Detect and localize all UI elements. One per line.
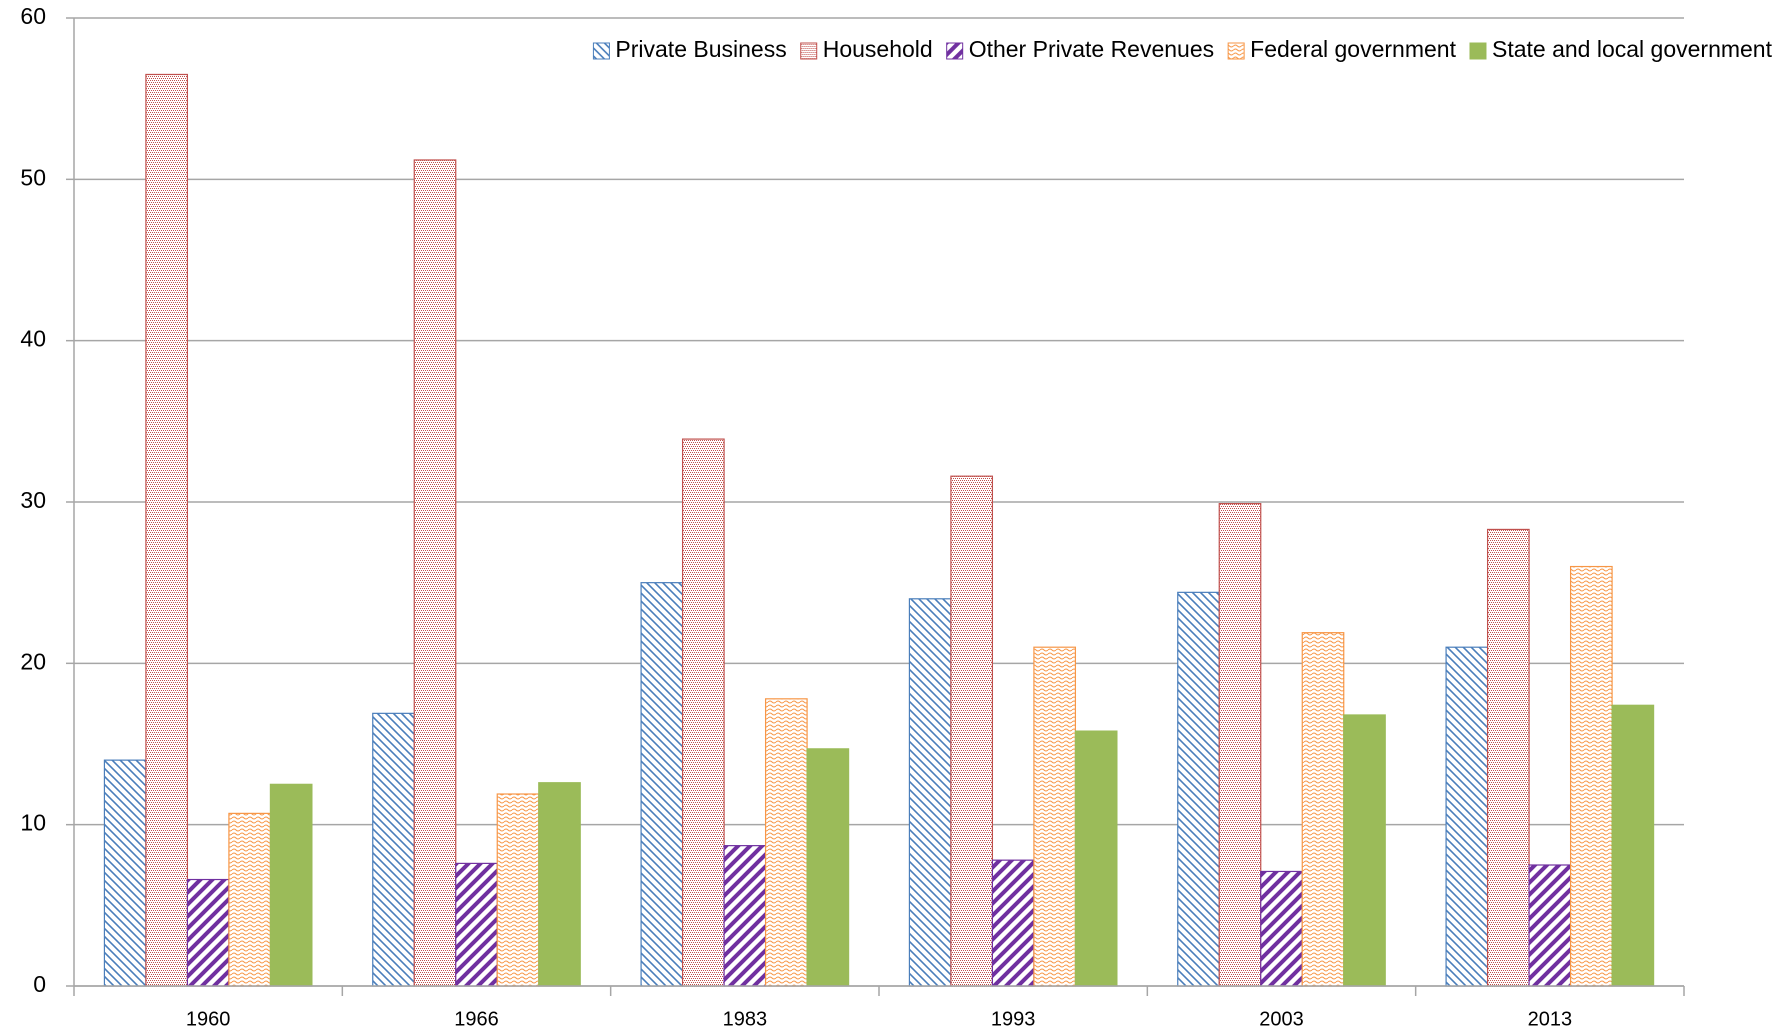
bar xyxy=(1528,864,1572,987)
legend-label: State and local government xyxy=(1492,36,1773,62)
bar xyxy=(1177,591,1220,987)
bar xyxy=(1033,646,1077,987)
bar xyxy=(806,748,850,987)
bar xyxy=(496,793,540,987)
legend-swatch xyxy=(592,42,610,60)
bar xyxy=(1074,730,1118,987)
x-tick-label: 2003 xyxy=(1259,1008,1304,1027)
bar xyxy=(991,859,1035,987)
bar xyxy=(228,812,272,987)
bar xyxy=(145,73,189,987)
legend-label: Private Business xyxy=(615,36,786,62)
bar xyxy=(372,712,415,987)
legend-label: Household xyxy=(823,36,933,62)
bar xyxy=(908,598,952,987)
bar xyxy=(186,878,230,987)
legend-swatch xyxy=(1227,42,1245,60)
bar xyxy=(1569,565,1613,987)
bar xyxy=(1260,870,1303,987)
legend-swatch xyxy=(800,42,818,60)
y-tick-label: 30 xyxy=(20,487,46,513)
bar xyxy=(1611,704,1655,987)
legend-swatch xyxy=(946,42,964,60)
y-tick-label: 50 xyxy=(20,164,46,190)
y-tick-label: 0 xyxy=(33,971,46,997)
y-tick-label: 40 xyxy=(20,326,46,352)
bar xyxy=(1343,714,1386,987)
bar xyxy=(455,862,498,987)
bar xyxy=(723,845,767,987)
legend: Private Business Household Other Private R… xyxy=(592,36,1773,62)
bar xyxy=(1445,646,1489,987)
legend-label: Other Private Revenues xyxy=(969,36,1214,62)
x-tick-label: 1993 xyxy=(991,1008,1036,1027)
bar xyxy=(269,783,313,987)
bar xyxy=(681,438,725,987)
bar xyxy=(640,582,684,987)
y-tick-label: 10 xyxy=(20,810,46,836)
x-tick-label: 1960 xyxy=(186,1008,231,1027)
legend-swatch xyxy=(1469,42,1487,60)
y-tick-label: 20 xyxy=(20,648,46,674)
x-tick-label: 1966 xyxy=(454,1008,499,1027)
bar xyxy=(103,759,147,987)
bar xyxy=(1218,503,1262,987)
bar xyxy=(1486,528,1530,987)
bar xyxy=(764,698,808,987)
bar xyxy=(413,159,457,987)
bar xyxy=(950,475,994,987)
x-tick-label: 1983 xyxy=(723,1008,768,1027)
y-tick-label: 60 xyxy=(20,3,46,29)
legend-label: Federal government xyxy=(1250,36,1456,62)
x-tick-label: 2013 xyxy=(1528,1008,1573,1027)
bar xyxy=(1301,632,1345,987)
bar xyxy=(538,782,581,987)
